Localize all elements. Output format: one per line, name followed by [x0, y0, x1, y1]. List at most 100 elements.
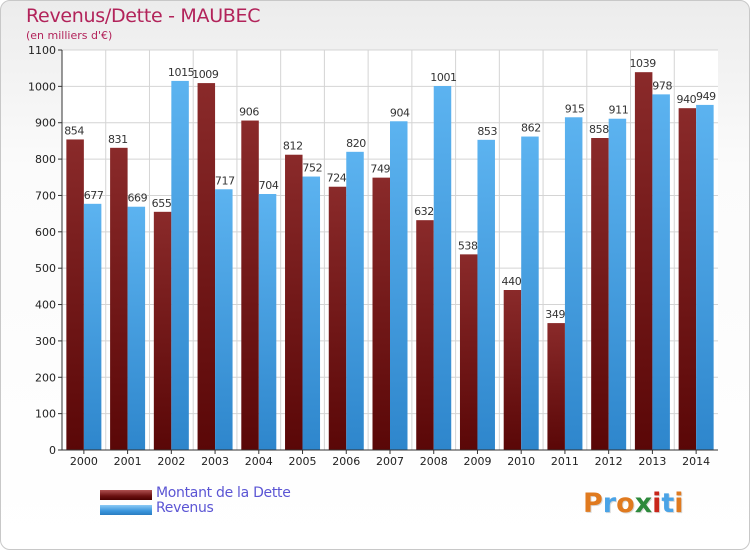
data-label-dette: 812 [283, 140, 303, 153]
chart-title: Revenus/Dette - MAUBEC [26, 5, 261, 27]
bar-revenus [608, 118, 627, 451]
data-label-revenus: 949 [696, 90, 716, 103]
logo-letter: i [652, 488, 662, 519]
data-label-dette: 749 [370, 163, 390, 176]
y-tick-label: 600 [35, 226, 56, 239]
data-label-dette: 1039 [629, 57, 656, 70]
bar-dette [285, 154, 303, 450]
data-label-revenus: 1015 [168, 66, 195, 79]
bar-revenus [127, 206, 146, 450]
x-tick-label: 2005 [289, 455, 317, 468]
logo-letter: x [634, 488, 653, 519]
data-label-dette: 538 [458, 239, 478, 252]
y-tick-label: 500 [35, 262, 56, 275]
y-tick-label: 200 [35, 371, 56, 384]
y-tick-label: 0 [49, 444, 56, 457]
chart-subtitle: (en milliers d'€) [26, 29, 113, 42]
x-tick-label: 2012 [595, 455, 623, 468]
y-tick-label: 300 [35, 335, 56, 348]
bar-dette [241, 120, 259, 450]
data-label-revenus: 752 [302, 162, 322, 175]
data-label-revenus: 915 [565, 102, 585, 115]
data-label-revenus: 862 [521, 122, 541, 135]
bar-revenus [390, 121, 408, 450]
bar-revenus [83, 203, 102, 450]
bar-dette [416, 220, 434, 450]
data-label-dette: 632 [414, 205, 434, 218]
data-label-revenus: 904 [390, 106, 410, 119]
bar-dette [328, 186, 347, 450]
x-tick-label: 2006 [332, 455, 360, 468]
bar-revenus [215, 189, 233, 451]
axes: 0 100 200 300 400 500 600 700 800 900 1000 1100 2000… [28, 44, 718, 468]
proxiti-logo: Proxiti [583, 488, 684, 519]
bars [66, 72, 714, 451]
data-label-dette: 858 [589, 123, 609, 136]
bar-revenus [346, 151, 364, 450]
x-tick-label: 2004 [245, 455, 273, 468]
y-tick-label: 900 [35, 117, 56, 130]
bar-dette [372, 177, 390, 451]
x-tick-label: 2001 [114, 455, 142, 468]
bar-dette [503, 290, 522, 450]
legend-label-revenus: Revenus [156, 500, 214, 516]
logo-letter: P [583, 488, 603, 519]
legend-label-dette: Montant de la Dette [156, 485, 291, 501]
legend-swatch-dette [100, 490, 152, 500]
logo-letter: o [616, 488, 635, 519]
y-tick-label: 400 [35, 299, 56, 312]
x-tick-label: 2013 [638, 455, 666, 468]
data-label-revenus: 717 [215, 174, 235, 187]
bar-dette [678, 108, 697, 450]
y-tick-label: 800 [35, 153, 56, 166]
data-label-dette: 831 [108, 133, 128, 146]
bar-revenus [564, 117, 583, 450]
data-label-dette: 1009 [192, 68, 219, 81]
data-label-revenus: 820 [346, 137, 366, 150]
data-label-dette: 940 [676, 93, 696, 106]
logo-letter: t [661, 488, 675, 519]
data-label-revenus: 853 [477, 125, 497, 138]
data-label-revenus: 704 [259, 179, 279, 192]
x-tick-label: 2014 [682, 455, 710, 468]
bar-dette [634, 72, 653, 450]
y-tick-label: 1100 [28, 44, 56, 57]
bar-revenus [477, 139, 495, 450]
data-label-revenus: 978 [652, 79, 672, 92]
bar-dette [547, 323, 565, 450]
bar-revenus [258, 194, 277, 450]
data-label-dette: 854 [64, 124, 84, 137]
bar-revenus [652, 94, 670, 450]
bar-dette [197, 83, 216, 450]
bar-dette [459, 254, 478, 450]
data-label-revenus: 669 [127, 192, 147, 205]
logo-letter: i [674, 488, 684, 519]
x-tick-label: 2010 [507, 455, 535, 468]
x-tick-label: 2003 [201, 455, 229, 468]
x-tick-label: 2007 [376, 455, 404, 468]
data-label-revenus: 1001 [430, 71, 456, 84]
logo-letter: r [602, 488, 617, 519]
x-tick-label: 2002 [157, 455, 185, 468]
y-tick-label: 700 [35, 189, 56, 202]
data-label-revenus: 677 [84, 189, 104, 202]
data-label-dette: 724 [327, 172, 347, 185]
data-label-revenus: 911 [609, 104, 629, 117]
bar-revenus [171, 80, 189, 450]
bar-dette [66, 139, 84, 451]
bar-revenus [302, 176, 321, 450]
data-label-dette: 440 [502, 275, 522, 288]
x-tick-label: 2008 [420, 455, 448, 468]
bar-dette [591, 138, 609, 450]
x-tick-label: 2011 [551, 455, 579, 468]
x-tick-label: 2009 [463, 455, 491, 468]
data-label-dette: 349 [545, 308, 565, 321]
x-tick-label: 2000 [70, 455, 98, 468]
bar-dette [153, 211, 172, 450]
data-label-dette: 655 [152, 197, 172, 210]
bar-revenus [696, 104, 714, 450]
bar-dette [110, 147, 128, 450]
bar-revenus [521, 136, 539, 450]
